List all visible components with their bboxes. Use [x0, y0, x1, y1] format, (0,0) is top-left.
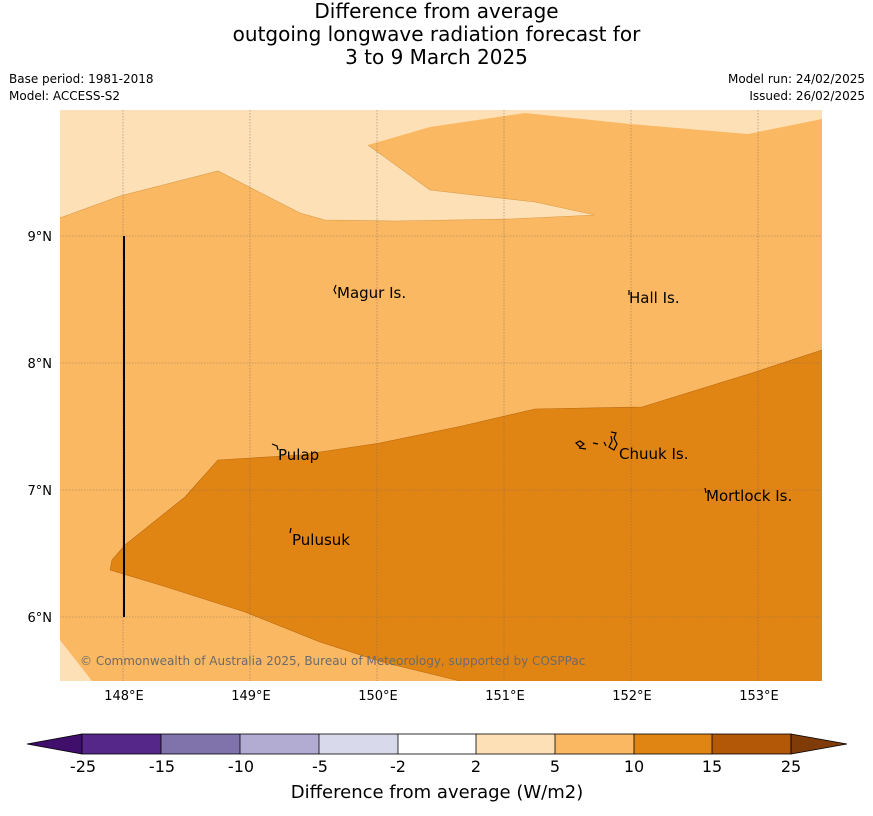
colorbar-extend-low — [26, 733, 83, 755]
lat-label-6n: 6°N — [28, 611, 53, 626]
island-pulusuk-icon — [289, 527, 292, 534]
issued-date: Issued: 26/02/2025 — [749, 89, 865, 103]
colorbar-cell-9 — [712, 734, 791, 754]
model-name: Model: ACCESS-S2 — [9, 89, 121, 103]
place-mortlock: Mortlock Is. — [706, 487, 792, 505]
place-hall: Hall Is. — [629, 289, 680, 307]
lat-label-8n: 8°N — [28, 357, 53, 372]
colorbar-cell-7 — [555, 734, 634, 754]
title-line-2: outgoing longwave radiation forecast for — [232, 22, 641, 46]
colorbar-label-10: 25 — [781, 757, 801, 776]
colorbar-label-6: 2 — [471, 757, 481, 776]
colorbar-extend-high — [790, 733, 848, 755]
colorbar-dividers — [160, 734, 713, 754]
contour-line — [60, 144, 596, 222]
colorbar-cell-3 — [240, 734, 319, 754]
copyright-notice: © Commonwealth of Australia 2025, Bureau… — [80, 654, 585, 668]
colorbar-label-2: -15 — [149, 757, 175, 776]
meta-right: Model run: 24/02/2025 Issued: 26/02/2025 — [728, 71, 865, 105]
grid — [60, 110, 822, 681]
lon-label-152e: 152°E — [612, 689, 652, 704]
island-chuuk-icon — [574, 431, 618, 451]
colorbar-frame — [81, 733, 792, 755]
meta-left: Base period: 1981-2018 Model: ACCESS-S2 — [9, 71, 154, 105]
lon-label-151e: 151°E — [485, 689, 525, 704]
place-chuuk: Chuuk Is. — [619, 445, 688, 463]
colorbar-label-4: -5 — [312, 757, 328, 776]
island-mortlock-icon — [704, 487, 707, 494]
lon-label-150e: 150°E — [358, 689, 398, 704]
colorbar-label-8: 10 — [624, 757, 644, 776]
island-magur-icon — [333, 284, 337, 295]
band-10-15 — [110, 350, 822, 681]
map-title: Difference from average outgoing longwav… — [0, 0, 873, 69]
colorbar-label-1: -25 — [70, 757, 96, 776]
colorbar-label-5: -2 — [390, 757, 406, 776]
lat-label-7n: 7°N — [28, 484, 53, 499]
band-2-5-top — [60, 110, 822, 221]
contour-line-2 — [109, 349, 822, 681]
colorbar-cell-6 — [476, 734, 555, 754]
lon-label-153e: 153°E — [739, 689, 779, 704]
band-2-5-bottom-left — [60, 640, 92, 681]
title-line-1: Difference from average — [314, 0, 559, 23]
base-period: Base period: 1981-2018 — [9, 72, 154, 86]
lon-label-148e: 148°E — [104, 689, 144, 704]
lon-label-149e: 149°E — [231, 689, 271, 704]
lat-label-9n: 9°N — [28, 230, 53, 245]
colorbar-cell-5 — [398, 734, 476, 754]
island-markers — [271, 284, 707, 534]
place-pulap: Pulap — [278, 446, 319, 464]
model-run: Model run: 24/02/2025 — [727, 72, 865, 86]
colorbar-label-9: 15 — [702, 757, 722, 776]
island-pulap-icon — [271, 443, 279, 451]
title-line-3: 3 to 9 March 2025 — [345, 45, 528, 69]
colorbar-title: Difference from average (W/m2) — [291, 782, 583, 803]
place-pulusuk: Pulusuk — [292, 531, 350, 549]
colorbar-cell-8 — [634, 734, 712, 754]
colorbar-label-7: 5 — [550, 757, 560, 776]
place-magur: Magur Is. — [337, 284, 406, 302]
colorbar-cell-4 — [319, 734, 398, 754]
colorbar: -25 -15 -10 -5 -2 2 5 10 15 25 Differenc… — [26, 733, 848, 803]
colorbar-cell-2 — [161, 734, 240, 754]
colorbar-cell-1 — [82, 734, 161, 754]
colorbar-label-3: -10 — [228, 757, 254, 776]
map-area: Magur Is. Hall Is. Pulap Chuuk Is. Mortl… — [60, 110, 822, 681]
